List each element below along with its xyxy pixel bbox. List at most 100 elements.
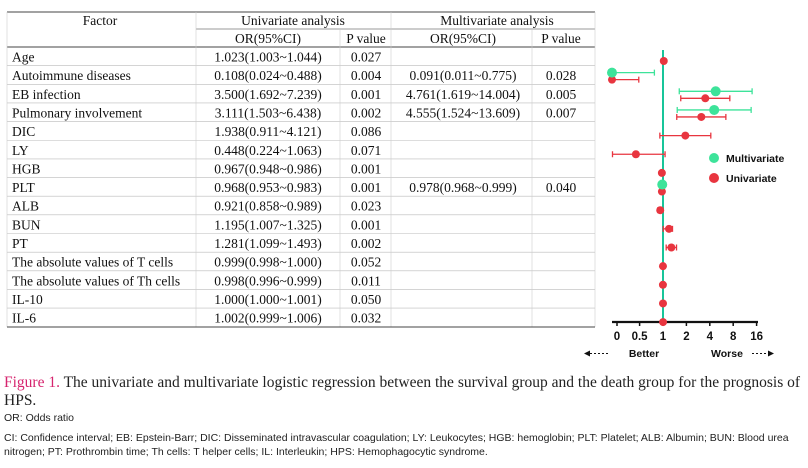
legend-marker [709,173,719,183]
row-uni-p: 0.001 [351,180,381,195]
row-uni-or: 0.999(0.998~1.000) [214,255,321,270]
row-multi-or: 0.978(0.968~0.999) [409,180,516,195]
row-uni-or: 1.002(0.999~1.006) [214,311,321,326]
or-point [656,206,665,215]
row-uni-or: 1.281(1.099~1.493) [214,236,321,251]
row-multi-p: 0.040 [546,180,577,195]
row-factor: BUN [12,217,41,232]
or-point [658,262,667,271]
row-uni-p: 0.011 [351,273,381,288]
caption-text: The univariate and multivariate logistic… [4,374,801,409]
x-tick-label: 4 [707,331,714,343]
x-tick-label: 0.5 [632,331,649,343]
row-uni-or: 0.967(0.948~0.986) [214,161,321,176]
worse-arrow-head [768,350,774,357]
or-point [658,280,667,289]
forest-plot: 0 0.5 1 2 4 8 16 Better Worse Multivariate Univari… [584,50,785,360]
direction-worse: Worse [711,348,743,360]
row-factor: Pulmonary involvement [12,105,142,120]
row-factor: PLT [12,180,36,195]
x-tick-label: 1 [660,331,667,343]
row-uni-or: 1.000(1.000~1.001) [214,292,321,307]
row-factor: PT [12,236,29,251]
row-multi-p: 0.005 [546,87,577,102]
row-uni-or: 0.108(0.024~0.488) [214,68,321,83]
caption-note-or: OR: Odds ratio [4,412,75,424]
row-uni-p: 0.001 [351,87,381,102]
row-uni-p: 0.032 [351,311,381,326]
row-uni-p: 0.071 [351,143,381,158]
caption-main: Figure 1. The univariate and multivariat… [4,374,804,410]
caption-label: Figure 1. [4,374,60,391]
caption-note-abbreviations: CI: Confidence interval; EB: Epstein-Bar… [4,432,789,458]
or-point [659,318,668,327]
x-tick-label: 0 [614,331,620,343]
row-multi-or: 4.555(1.524~13.609) [406,105,520,120]
table-text: Factor Univariate analysis Multivariate an… [12,13,581,326]
row-uni-or: 0.921(0.858~0.989) [214,199,321,214]
row-factor: Autoimmune diseases [12,68,131,83]
row-multi-p: 0.028 [546,68,577,83]
row-multi-p: 0.007 [546,105,577,120]
table-rules [6,11,596,328]
direction-better: Better [629,348,659,360]
row-uni-or: 0.998(0.996~0.999) [214,273,321,288]
or-point [659,299,667,308]
row-factor: The absolute values of Th cells [12,273,180,288]
row-uni-p: 0.002 [351,236,381,251]
row-factor: DIC [12,124,35,139]
row-uni-p: 0.052 [351,255,381,270]
forest-figure: Factor Univariate analysis Multivariate an… [6,11,785,360]
or-point [657,187,666,196]
row-uni-p: 0.023 [351,199,382,214]
or-point [608,75,616,84]
row-uni-p: 0.001 [351,217,381,232]
or-point [659,57,668,65]
row-uni-or: 1.195(1.007~1.325) [214,217,321,232]
x-tick-label: 2 [683,331,689,343]
row-uni-p: 0.001 [351,161,381,176]
or-point [681,131,690,140]
header-multivariate: Multivariate analysis [440,13,554,28]
or-point [657,168,666,177]
better-arrow-head [584,350,590,357]
or-point [709,104,720,115]
or-point [607,67,617,78]
or-point [657,179,668,190]
subheader-multi-or: OR(95%CI) [430,31,496,46]
row-uni-or: 0.448(0.224~1.063) [214,143,321,158]
figure-caption: Figure 1. The univariate and multivariat… [4,374,804,459]
or-point [631,150,640,159]
subheader-uni-or: OR(95%CI) [235,31,301,46]
or-point [665,224,674,233]
subheader-multi-p: P value [541,31,581,46]
or-point [710,86,721,97]
row-factor: HGB [12,161,41,176]
or-point [667,243,676,252]
row-uni-or: 1.023(1.003~1.044) [214,50,321,65]
row-factor: The absolute values of T cells [12,255,173,270]
row-uni-or: 0.968(0.953~0.983) [214,180,321,195]
row-uni-p: 0.002 [351,105,381,120]
x-tick-label: 8 [730,331,737,343]
row-factor: Age [12,50,35,65]
row-uni-p: 0.050 [351,292,382,307]
row-uni-or: 1.938(0.911~4.121) [215,124,322,139]
row-uni-or: 3.111(1.503~6.438) [215,105,321,120]
row-factor: LY [12,143,29,158]
row-uni-p: 0.027 [351,50,382,65]
x-tick-label: 16 [750,331,763,343]
row-factor: EB infection [12,87,81,102]
row-factor: ALB [12,199,39,214]
row-multi-or: 4.761(1.619~14.004) [406,87,520,102]
legend-label: Multivariate [726,153,785,165]
row-factor: IL-10 [12,292,43,307]
header-factor: Factor [83,13,118,28]
or-point [697,112,706,121]
header-univariate: Univariate analysis [241,13,345,28]
row-factor: IL-6 [12,311,36,326]
subheader-uni-p: P value [346,31,386,46]
row-uni-p: 0.086 [351,124,382,139]
row-uni-p: 0.004 [351,68,382,83]
legend-label: Univariate [726,173,777,185]
